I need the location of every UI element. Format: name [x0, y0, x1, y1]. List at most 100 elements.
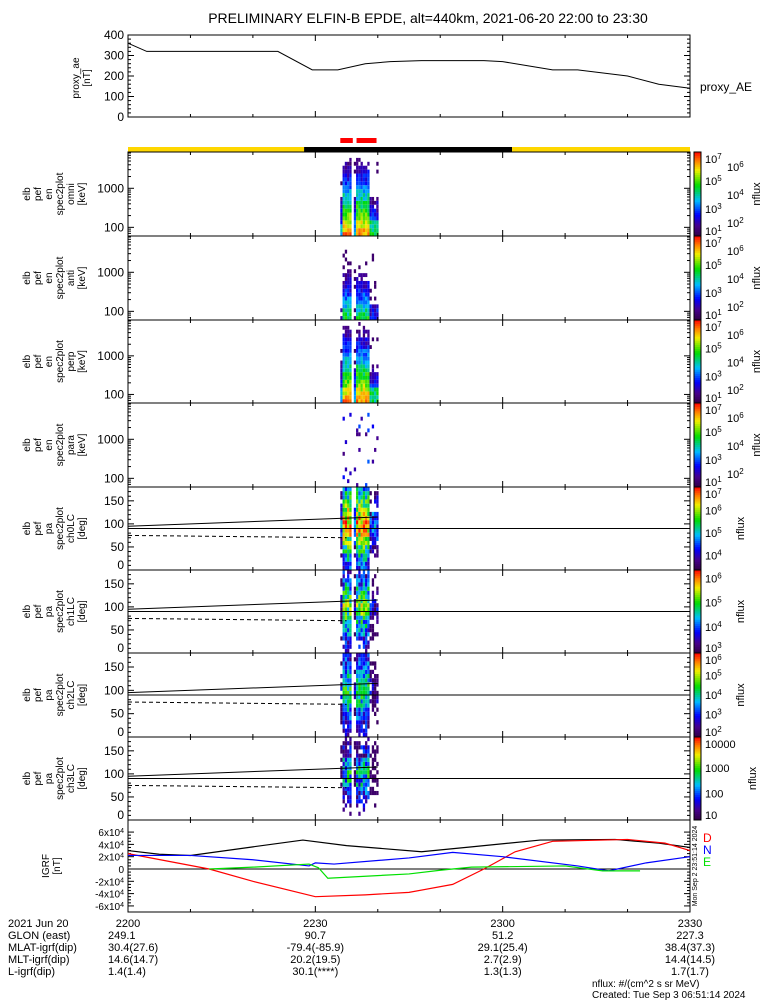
colorbar-segment	[694, 278, 701, 281]
spectrogram-cell	[371, 669, 375, 674]
spectrogram-cell	[376, 161, 379, 166]
panel-ylabel-line: pa	[44, 773, 55, 785]
spectrogram-cell	[356, 549, 359, 554]
tick-base: 10	[705, 427, 717, 439]
colorbar-tick-label: 103	[705, 286, 722, 300]
spectrogram-cell	[349, 570, 352, 575]
colorbar-segment	[694, 599, 701, 602]
spectrogram-cell	[356, 753, 359, 758]
panel-ylabel-line: pef	[33, 438, 44, 452]
colorbar-segment	[694, 809, 701, 813]
colorbar-segment	[694, 351, 701, 354]
spectrogram-cell	[356, 208, 359, 213]
colorbar-segment	[694, 630, 701, 633]
spectrogram-cell	[347, 619, 350, 624]
spectrogram-cell	[369, 372, 372, 376]
spectrogram-cell	[369, 678, 372, 683]
spectrogram-cell	[358, 711, 361, 716]
spectrogram-cell	[344, 545, 348, 550]
spectrogram-cell	[340, 375, 343, 380]
spectrogram-cell	[376, 312, 379, 317]
spectrogram-cell	[367, 761, 370, 767]
spectrogram-cell	[376, 553, 379, 558]
spectrogram-cell	[349, 348, 352, 353]
spectrogram-cell	[356, 761, 359, 767]
spectrogram-cell	[349, 594, 352, 600]
y-tick-label: 150	[104, 577, 124, 591]
colorbar-segment	[694, 737, 701, 740]
y-tick-label: 150	[104, 494, 124, 508]
spectrogram-cell	[358, 372, 361, 376]
spectrogram-cell	[365, 189, 368, 194]
spectrogram-cell	[360, 193, 363, 197]
spectrogram-cell	[347, 686, 350, 691]
spectrogram-cell	[353, 368, 357, 373]
spectrogram-cell	[340, 774, 343, 779]
spectrogram-cell	[356, 189, 359, 194]
colorbar-tick-label: 104	[727, 272, 744, 286]
spectrogram-cell	[367, 368, 370, 373]
spectrogram-cell	[344, 711, 348, 716]
colorbar-segment	[694, 749, 701, 753]
colorbar-segment	[694, 334, 701, 338]
spectrogram-cell	[342, 757, 345, 762]
colorbar-segment	[694, 355, 701, 358]
spectrogram-cell	[360, 204, 363, 209]
spectrogram-cell	[356, 341, 359, 346]
tick-exponent: 5	[717, 174, 722, 183]
colorbar-tick-label: 107	[705, 403, 722, 417]
spectrogram-cell	[353, 308, 357, 313]
spectrogram-cell	[365, 356, 368, 361]
tick-base: 10	[727, 246, 739, 258]
science-zone-bar	[356, 138, 377, 143]
spectrogram-cell	[340, 379, 343, 384]
spectrogram-cell	[358, 661, 361, 666]
spectrogram-cell	[365, 173, 368, 178]
spectrogram-cell	[353, 607, 357, 612]
spectrogram-cell	[347, 607, 350, 612]
colorbar-tick-label: 102	[727, 383, 744, 397]
spectrogram-cell	[342, 220, 345, 225]
tick-exponent: 3	[717, 453, 722, 462]
spectrogram-cell	[360, 169, 363, 174]
spectrogram-cell	[344, 753, 348, 758]
spectrogram-cell	[349, 185, 352, 190]
spectrogram-cell	[367, 557, 370, 562]
spectrogram-cell	[362, 516, 366, 521]
spectrogram-cell	[360, 545, 363, 550]
orbit-value: 2.7(2.9)	[484, 954, 522, 966]
spectrogram-cell	[358, 753, 361, 758]
spectrogram-cell	[340, 745, 343, 750]
colorbar-tick-label: 105	[705, 258, 722, 272]
spectrogram-cell	[376, 220, 379, 225]
spectrogram-cell	[356, 665, 359, 670]
spectrogram-cell	[367, 364, 370, 369]
spectrogram-cell	[376, 536, 379, 541]
tick-exponent: 4	[717, 620, 722, 629]
colorbar-segment	[694, 650, 701, 654]
spectrogram-cell	[353, 228, 357, 233]
spectrogram-cell	[376, 224, 379, 229]
spectrogram-cell	[347, 280, 350, 285]
y-tick-label: 1000	[97, 349, 124, 363]
proxy-ae-ylabel-line: proxy_ae	[71, 57, 82, 99]
spectrogram-cell	[340, 491, 343, 496]
colorbar-segment	[694, 478, 701, 482]
spectrogram-cell	[371, 761, 375, 767]
spectrogram-cell	[362, 594, 366, 600]
spectrogram-cell	[347, 208, 350, 213]
spectrogram-cell	[360, 549, 363, 554]
spectrogram-cell	[374, 208, 377, 213]
spectrogram-cell	[344, 703, 348, 708]
colorbar-segment	[694, 330, 701, 333]
colorbar-segment	[694, 392, 701, 396]
spectrogram-cell	[356, 193, 359, 197]
colorbar-segment	[694, 509, 701, 513]
tick-base: 10	[727, 274, 739, 286]
colorbar-segment	[694, 376, 701, 379]
colorbar-segment	[694, 160, 701, 163]
spectrogram-cell	[367, 284, 370, 289]
spectrogram-cell	[367, 337, 370, 342]
proxy-ae-ylabel-line: [nT]	[82, 69, 93, 86]
